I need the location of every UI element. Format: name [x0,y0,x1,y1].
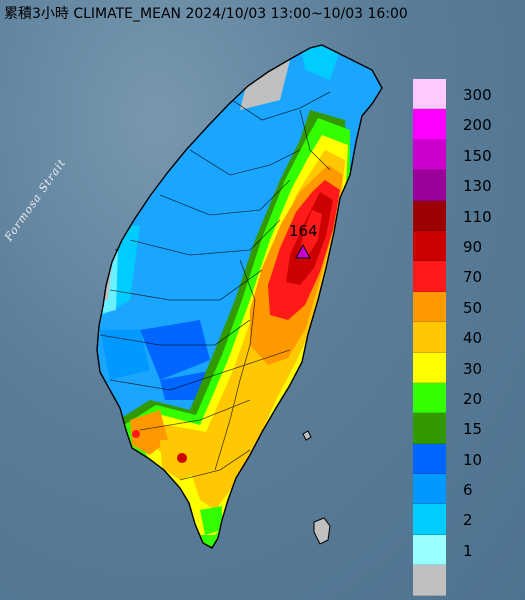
legend-label: 90 [463,237,483,256]
legend-label: 2 [463,511,473,530]
legend-swatch [413,565,446,596]
legend-row: 2 [413,504,508,535]
legend-row: 90 [413,230,508,262]
legend-label: 150 [463,146,492,165]
legend-label: 40 [463,329,483,348]
island-outline [96,44,383,549]
legend-label: 1 [463,541,473,560]
legend-label: 300 [463,86,492,104]
legend-swatch [413,443,446,475]
legend-row: 6 [413,474,508,505]
legend-swatch [413,291,446,323]
legend-label: 15 [463,420,483,439]
green-island [302,430,312,441]
legend-label: 50 [463,298,483,317]
legend-row: 30 [413,352,508,383]
legend-row [413,565,508,596]
legend-label: 130 [463,177,492,196]
legend-swatch [413,352,446,383]
legend-label: 30 [463,359,483,378]
legend-row: 110 [413,200,508,231]
district-boundaries [99,91,331,481]
legend-swatch [413,230,446,262]
legend-row: 20 [413,382,508,414]
legend-swatch [413,261,446,292]
map-title: 累積3小時 CLIMATE_MEAN 2024/10/03 13:00~10/0… [4,6,408,22]
legend-row: 10 [413,443,508,475]
legend-row: 130 [413,170,508,201]
legend-label: 20 [463,389,483,408]
legend-swatch [413,382,446,414]
legend-swatch [413,474,446,505]
legend-row: 40 [413,322,508,353]
peak-value-label: 164 [289,222,318,240]
legend-label: 6 [463,481,473,500]
legend-swatch [413,534,446,566]
legend-swatch [413,504,446,535]
color-legend: 300 200 150 130 110 90 70 50 40 30 20 15 10 6 2 1 [413,79,508,596]
legend-row: 200 [413,109,508,140]
legend-row: 1 [413,534,508,566]
peak-marker-icon [295,243,311,259]
legend-swatch [413,413,446,444]
legend-swatch [413,322,446,353]
legend-row: 15 [413,413,508,444]
legend-swatch [413,139,446,171]
legend-swatch [413,79,446,110]
legend-row: 300 [413,79,508,110]
legend-label: 10 [463,450,483,469]
legend-label: 70 [463,268,483,287]
legend-row: 70 [413,261,508,292]
legend-row: 50 [413,291,508,323]
legend-label: 200 [463,116,492,135]
legend-swatch [413,109,446,140]
legend-row: 150 [413,139,508,171]
legend-swatch [413,170,446,201]
orchid-island [313,517,331,545]
legend-label: 110 [463,207,492,226]
legend-swatch [413,200,446,231]
